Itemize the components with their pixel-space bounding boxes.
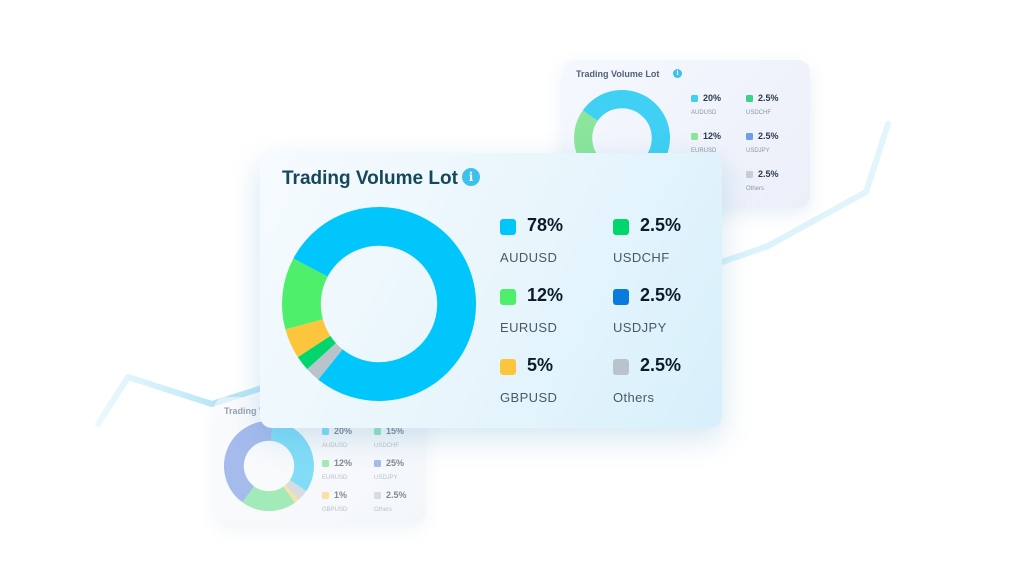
legend-value: 78%: [527, 215, 564, 235]
legend-swatch: [322, 460, 329, 467]
slice-eurusd: [282, 258, 328, 330]
legend-value: 5%: [527, 355, 554, 375]
donut-chart: [282, 207, 476, 401]
legend-value: 15%: [386, 426, 405, 436]
slice-audusd: [582, 90, 670, 172]
legend-swatch: [691, 95, 698, 102]
legend-label: USDCHF: [374, 443, 399, 449]
legend-value: 2.5%: [640, 215, 682, 235]
legend-item-eurusd: 12% EURUSD: [500, 285, 600, 335]
donut-chart: [224, 421, 314, 511]
legend-value: 2.5%: [640, 355, 682, 375]
legend-value: 2.5%: [758, 131, 779, 141]
slice-gbpusd: [283, 484, 299, 503]
legend-swatch: [613, 289, 629, 305]
legend-swatch: [374, 428, 381, 435]
card-title: Trading Volume Lot: [576, 69, 660, 79]
legend-value: 20%: [703, 93, 722, 103]
legend-swatch: [500, 289, 516, 305]
legend-item-others: 2.5% Others: [746, 169, 791, 197]
legend-label: AUDUSD: [500, 250, 558, 265]
slice-others: [307, 342, 343, 380]
legend-swatch: [746, 95, 753, 102]
legend-label: USDCHF: [613, 250, 670, 265]
legend-item-audusd: 20% AUDUSD: [691, 93, 736, 121]
legend-item-audusd: 78% AUDUSD: [500, 215, 600, 265]
legend-value: 12%: [527, 285, 564, 305]
legend-swatch: [613, 219, 629, 235]
legend-label: AUDUSD: [691, 110, 717, 116]
legend-swatch: [374, 492, 381, 499]
slice-usdjpy: [224, 421, 273, 503]
legend-swatch: [613, 359, 629, 375]
legend-swatch: [500, 359, 516, 375]
main-volume-card: Trading Volume Lot i 78% AUDUSD 2.5% USDCHF…: [260, 153, 722, 428]
legend-item-usdchf: 2.5% USDCHF: [613, 215, 713, 265]
legend-label: AUDUSD: [322, 443, 348, 449]
legend-value: 2.5%: [758, 93, 779, 103]
legend-label: USDJPY: [613, 320, 667, 335]
legend-swatch: [746, 171, 753, 178]
legend-swatch: [374, 460, 381, 467]
legend-value: 12%: [703, 131, 722, 141]
legend-item-usdjpy: 25% USDJPY: [374, 458, 419, 486]
legend-value: 2.5%: [758, 169, 779, 179]
legend-item-others: 2.5% Others: [613, 355, 713, 405]
slice-others: [285, 479, 307, 500]
legend-value: 1%: [334, 490, 348, 500]
legend-label: USDCHF: [746, 110, 771, 116]
legend-swatch: [746, 133, 753, 140]
info-icon[interactable]: i: [462, 168, 480, 186]
legend-value: 20%: [334, 426, 353, 436]
legend-value: 2.5%: [386, 490, 407, 500]
legend-label: GBPUSD: [322, 507, 348, 513]
legend-item-audusd: 20% AUDUSD: [322, 426, 367, 454]
legend-item-eurusd: 12% EURUSD: [691, 131, 736, 159]
legend-item-eurusd: 12% EURUSD: [322, 458, 367, 486]
slice-eurusd: [242, 485, 295, 511]
legend-label: Others: [374, 507, 393, 513]
legend-label: Others: [746, 186, 765, 192]
slice-audusd: [293, 207, 476, 401]
legend-label: USDJPY: [746, 148, 770, 154]
legend-item-gbpusd: 5% GBPUSD: [500, 355, 600, 405]
legend-item-usdjpy: 2.5% USDJPY: [613, 285, 713, 335]
legend-value: 25%: [386, 458, 405, 468]
card-title: Trading Volume Lot: [282, 168, 458, 189]
legend-label: Others: [613, 390, 655, 405]
legend-item-others: 2.5% Others: [374, 490, 419, 518]
legend-value: 2.5%: [640, 285, 682, 305]
slice-usdchf: [297, 335, 337, 370]
slice-gbpusd: [285, 318, 331, 358]
legend-swatch: [322, 428, 329, 435]
legend-value: 12%: [334, 458, 353, 468]
card-title: Trading V: [224, 406, 266, 416]
legend-swatch: [500, 219, 516, 235]
legend-label: EURUSD: [322, 475, 348, 481]
legend-label: USDJPY: [374, 475, 398, 481]
info-icon[interactable]: i: [673, 69, 682, 78]
legend-label: EURUSD: [691, 148, 717, 154]
legend-label: EURUSD: [500, 320, 558, 335]
legend-label: GBPUSD: [500, 390, 558, 405]
legend-item-usdchf: 15% USDCHF: [374, 426, 419, 454]
legend-item-usdchf: 2.5% USDCHF: [746, 93, 791, 121]
slice-audusd: [270, 421, 314, 492]
legend-item-usdjpy: 2.5% USDJPY: [746, 131, 791, 159]
legend-swatch: [322, 492, 329, 499]
legend-item-gbpusd: 1% GBPUSD: [322, 490, 367, 518]
legend-swatch: [691, 133, 698, 140]
